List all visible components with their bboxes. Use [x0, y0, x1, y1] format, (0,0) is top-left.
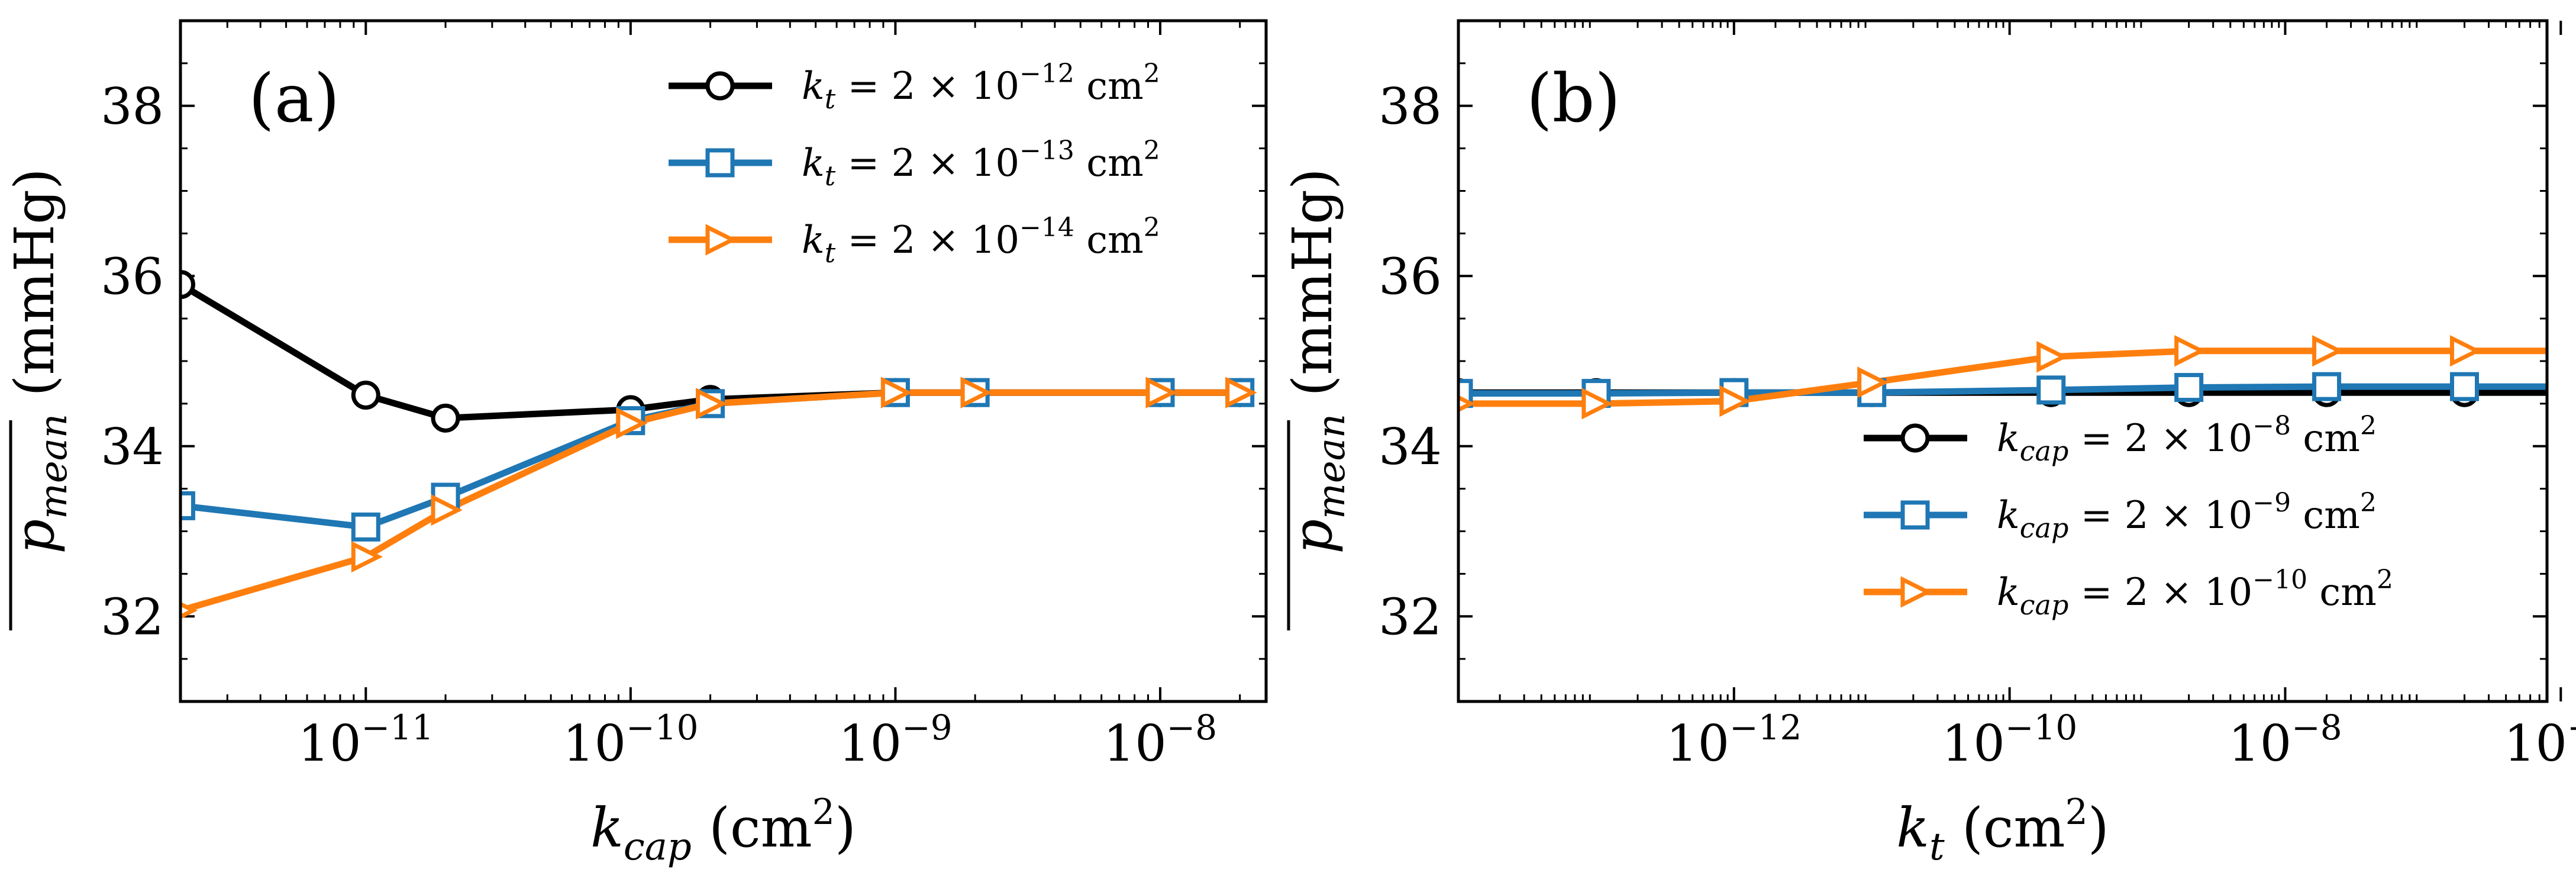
data-point-series-2 [2174, 335, 2206, 367]
data-point-series-2 [351, 540, 383, 573]
y-tick-label: 34 [101, 418, 164, 476]
data-point-series-2 [1458, 395, 1476, 413]
y-axis-label: pmean (mmHg) [3, 168, 76, 630]
y-axis-label: pmean (mmHg) [1281, 168, 1354, 630]
data-point-series-2 [2449, 335, 2482, 367]
panel-a: 10−11 10−10 10−9 10−8 32 34 36 38 (a) kcap (cm2) p… [3, 19, 1268, 869]
panel-b: 10−12 10−10 10−8 10−6 32 34 36 38 (b) kt (cm2) pme… [1281, 19, 2576, 869]
data-point-series-1 [351, 512, 380, 542]
x-tick-label: 10−11 [298, 707, 434, 772]
x-axis-label: kcap (cm2) [590, 791, 856, 869]
data-point-series-0 [351, 381, 380, 410]
x-tick-label: 10−6 [2504, 707, 2576, 772]
legend-label: kcap = 2 × 10−10 cm2 [1997, 565, 2393, 621]
svg-text:pmean (mmHg): pmean (mmHg) [3, 168, 76, 553]
legend-label: kcap = 2 × 10−8 cm2 [1997, 411, 2377, 467]
y-tick-label: 38 [1379, 78, 1442, 136]
legend-marker [705, 71, 735, 101]
legend-entry: kcap = 2 × 10−8 cm2 [1864, 411, 2377, 467]
data-point-series-2 [696, 388, 728, 420]
legend-entry: kcap = 2 × 10−9 cm2 [1864, 488, 2377, 544]
legend: kcap = 2 × 10−8 cm2 kcap = 2 × 10−9 cm2 kc… [1864, 411, 2393, 621]
x-tick-label: 10−8 [2228, 707, 2342, 772]
data-point-series-2 [1225, 376, 1257, 408]
legend-label: kt = 2 × 10−13 cm2 [802, 136, 1160, 192]
y-tick-label: 36 [101, 247, 164, 305]
legend-entry: kt = 2 × 10−14 cm2 [669, 213, 1160, 269]
panel-label: (b) [1526, 60, 1621, 137]
legend-label: kcap = 2 × 10−9 cm2 [1997, 488, 2377, 544]
x-tick-label: 10−9 [838, 707, 952, 772]
legend-marker [705, 224, 737, 256]
y-tick-label: 36 [1379, 247, 1442, 305]
data-point-series-2 [2036, 341, 2068, 373]
axes-frame [1457, 19, 2549, 703]
svg-text:pmean (mmHg): pmean (mmHg) [1281, 168, 1354, 553]
legend-entry: kcap = 2 × 10−10 cm2 [1864, 565, 2393, 621]
panel-label: (a) [248, 60, 340, 137]
series-line-2 [180, 389, 1240, 614]
axes-frame [179, 19, 1268, 703]
legend-marker [1900, 423, 1930, 453]
data-point-series-2 [960, 376, 992, 408]
data-point-series-2 [1581, 388, 1613, 420]
data-point-series-1 [2546, 372, 2547, 401]
x-tick-label: 10−10 [1942, 707, 2077, 772]
legend-marker [1900, 576, 1932, 608]
data-point-series-2 [2312, 335, 2344, 367]
y-tick-label: 32 [1379, 588, 1442, 646]
data-point-series-1 [2174, 373, 2204, 403]
legend-marker [705, 148, 735, 178]
data-point-series-2 [616, 407, 648, 439]
data-point-series-2 [880, 376, 913, 408]
data-point-series-2 [1857, 366, 1889, 398]
plot-area [180, 270, 1257, 619]
legend-label: kt = 2 × 10−14 cm2 [802, 213, 1160, 269]
data-point-series-0 [2546, 388, 2547, 397]
data-point-series-2 [1145, 376, 1177, 408]
legend-entry: kt = 2 × 10−12 cm2 [669, 59, 1160, 115]
data-point-series-1 [2036, 375, 2066, 405]
x-tick-label: 10−10 [563, 707, 698, 772]
x-tick-label: 10−8 [1103, 707, 1217, 772]
legend: kt = 2 × 10−12 cm2 kt = 2 × 10−13 cm2 kt =… [669, 59, 1160, 269]
data-point-series-2 [1719, 385, 1751, 417]
x-axis-label: kt (cm2) [1896, 791, 2109, 869]
data-point-series-0 [431, 403, 460, 433]
data-point-series-1 [2312, 372, 2342, 401]
legend-marker [1900, 500, 1930, 530]
legend-entry: kt = 2 × 10−13 cm2 [669, 136, 1160, 192]
x-tick-label: 10−12 [1666, 707, 1802, 772]
data-point-series-1 [2449, 372, 2479, 401]
y-tick-label: 32 [101, 588, 164, 646]
plot-area [1458, 335, 2547, 420]
data-point-series-2 [2546, 335, 2547, 367]
y-tick-label: 34 [1379, 418, 1442, 476]
y-tick-label: 38 [101, 78, 164, 136]
data-point-series-2 [431, 494, 463, 526]
legend-label: kt = 2 × 10−12 cm2 [802, 59, 1160, 115]
